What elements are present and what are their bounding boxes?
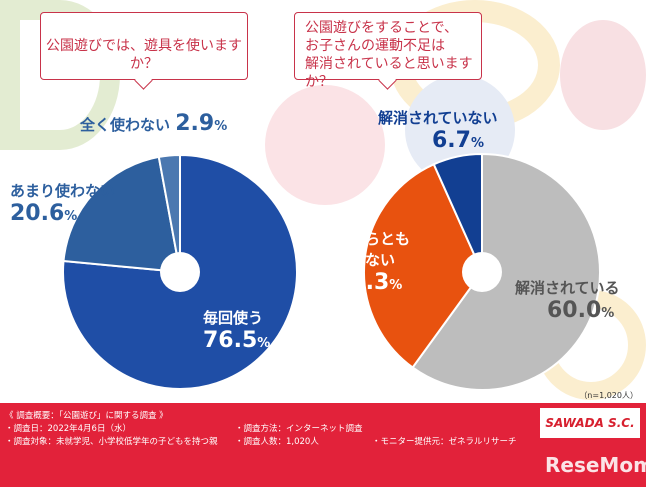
donut-hole (462, 252, 502, 292)
label-maikai: 毎回使う 76.5% (203, 309, 271, 353)
resemom-logo: ReseMom (545, 453, 646, 477)
pie-slice (363, 162, 484, 369)
question-2-box: 公園遊びをすることで、 お子さんの運動不足は 解消されていると思いますか？ (294, 12, 482, 90)
pie-charts (62, 152, 601, 391)
pie-slice (157, 153, 181, 273)
pie-slice (62, 155, 182, 274)
sample-size: （n=1,020人） (579, 391, 638, 400)
pie-slice (62, 153, 298, 390)
decor-circle (265, 85, 385, 205)
question-1-text: 公園遊びでは、遊具を使いますか？ (46, 38, 242, 72)
donut-hole (160, 252, 200, 292)
label-kaisho: 解消されている 60.0% (515, 279, 620, 323)
label-kaisho-nai: 解消されていない 6.7% (378, 109, 498, 153)
question-2-text: 公園遊びをすることで、 お子さんの運動不足は 解消されていると思いますか？ (305, 20, 473, 90)
decor-circle (560, 20, 646, 130)
label-amari: あまり使わない 20.6% (10, 182, 116, 226)
pie-slice (432, 152, 483, 273)
footer: 《 調査概要：「公園遊び」に関する調査 》 ・調査日：2022年4月6日（水） … (0, 403, 646, 487)
label-dochira: どちらとも いえない 33.3% (335, 230, 411, 295)
label-zenku: 全く使わない 2.9% (80, 111, 228, 136)
pie-slice (411, 152, 601, 391)
sawada-logo: SAWADA S.C. (540, 408, 640, 438)
question-1-box: 公園遊びでは、遊具を使いますか？ (40, 12, 248, 90)
